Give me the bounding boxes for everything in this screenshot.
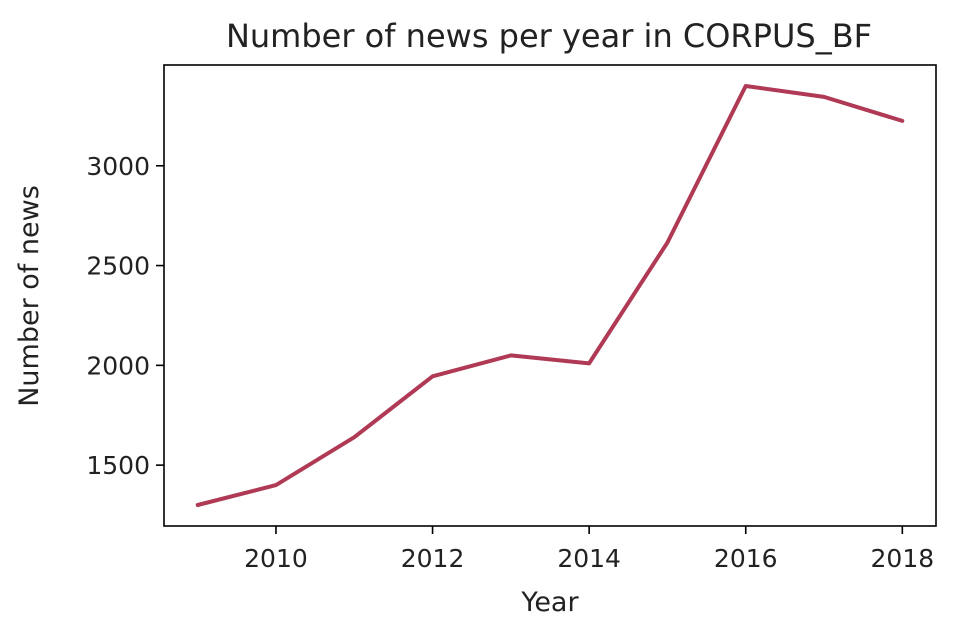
y-axis-label: Number of news	[14, 185, 45, 407]
x-tick-label: 2010	[244, 544, 308, 573]
y-tick-label: 2000	[86, 351, 150, 380]
y-axis: 1500 2000 2500 3000	[86, 152, 164, 480]
series-line-1	[195, 84, 905, 507]
x-axis-label: Year	[520, 587, 579, 618]
plot-frame	[163, 64, 937, 527]
x-tick-label: 2016	[714, 544, 778, 573]
y-tick-label: 2500	[86, 252, 150, 281]
x-tick-label: 2014	[557, 544, 621, 573]
x-tick-label: 2018	[871, 544, 935, 573]
y-tick-label: 3000	[86, 152, 150, 181]
plot-area	[195, 84, 905, 507]
y-tick-label: 1500	[86, 451, 150, 480]
x-axis: 2010 2012 2014 2016 2018	[244, 526, 934, 573]
chart-title: Number of news per year in CORPUS_BF	[226, 17, 872, 55]
x-tick-label: 2012	[401, 544, 465, 573]
